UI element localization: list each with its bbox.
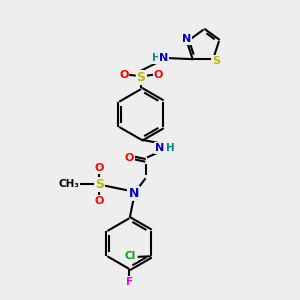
Text: CH₃: CH₃ (59, 179, 80, 189)
Text: O: O (154, 70, 163, 80)
Text: N: N (182, 34, 191, 44)
Text: S: S (212, 56, 220, 66)
Text: S: S (136, 71, 146, 84)
Text: O: O (95, 163, 104, 173)
Text: S: S (95, 178, 104, 191)
Text: H: H (166, 142, 174, 153)
Text: H: H (152, 53, 160, 63)
Text: O: O (95, 196, 104, 206)
Text: F: F (126, 277, 133, 287)
Text: N: N (159, 53, 169, 63)
Text: N: N (128, 187, 139, 200)
Text: N: N (155, 142, 164, 153)
Text: Cl: Cl (124, 251, 136, 261)
Text: O: O (119, 70, 128, 80)
Text: O: O (124, 153, 134, 163)
